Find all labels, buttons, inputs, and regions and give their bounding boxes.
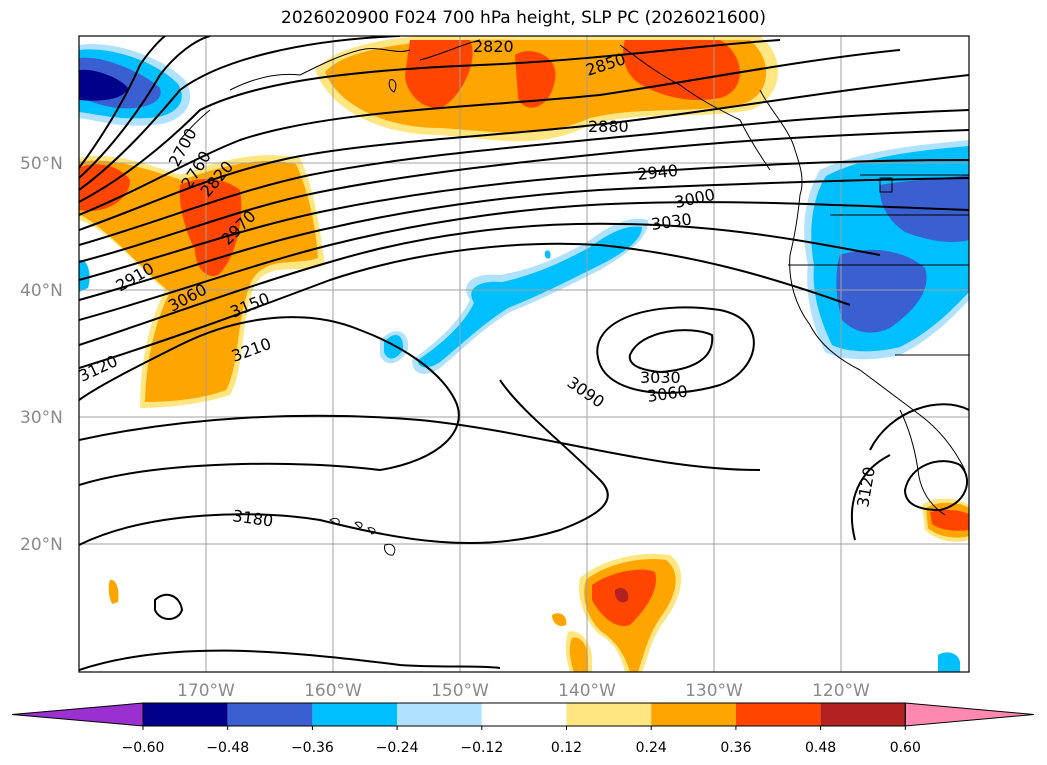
contour-label: 2880 bbox=[588, 117, 629, 136]
colorbar: −0.60 −0.48 −0.36 −0.24 −0.12 0.12 0.24 0.36 0.4… bbox=[11, 702, 1035, 756]
shading-layer bbox=[79, 36, 969, 672]
lon-label: 140°W bbox=[558, 681, 616, 701]
colorbar-swatch bbox=[735, 703, 821, 726]
colorbar-tick-label: 0.48 bbox=[805, 740, 836, 756]
map-frame bbox=[78, 35, 970, 673]
colorbar-tick-label: 0.36 bbox=[720, 740, 751, 756]
lat-label: 20°N bbox=[20, 535, 63, 555]
colorbar-swatch bbox=[312, 703, 398, 726]
lon-label: 150°W bbox=[431, 681, 489, 701]
colorbar-swatch bbox=[481, 703, 567, 726]
colorbar-tick-label: 0.60 bbox=[890, 740, 921, 756]
colorbar-swatch bbox=[227, 703, 313, 726]
lat-label: 30°N bbox=[20, 408, 63, 428]
colorbar-tick-label: −0.24 bbox=[376, 740, 419, 756]
colorbar-tick-label: 0.24 bbox=[636, 740, 667, 756]
colorbar-swatch bbox=[143, 703, 228, 726]
map-plot-area: 2820 2850 2880 2940 3000 3030 2700 2760 … bbox=[79, 36, 969, 672]
map-title: 2026020900 F024 700 hPa height, SLP PC (… bbox=[281, 8, 766, 28]
colorbar-extend-min bbox=[11, 702, 144, 727]
colorbar-swatch bbox=[651, 703, 736, 726]
colorbar-tick-label: −0.12 bbox=[460, 740, 503, 756]
colorbar-extend-max bbox=[904, 702, 1035, 727]
height-contours bbox=[79, 36, 969, 671]
latitude-labels: 50°N 40°N 30°N 20°N bbox=[20, 154, 63, 555]
lat-label: 50°N bbox=[20, 154, 63, 174]
contour-label: 2820 bbox=[473, 37, 514, 56]
colorbar-swatch bbox=[397, 703, 482, 726]
lon-label: 130°W bbox=[685, 681, 743, 701]
colorbar-tick-label: −0.60 bbox=[122, 740, 165, 756]
colorbar-tick-label: −0.36 bbox=[291, 740, 334, 756]
colorbar-tick-label: −0.48 bbox=[206, 740, 249, 756]
lat-label: 40°N bbox=[20, 281, 63, 301]
colorbar-frame bbox=[142, 702, 906, 727]
lon-label: 170°W bbox=[177, 681, 235, 701]
contour-label: 2940 bbox=[636, 161, 678, 184]
longitude-labels: 170°W 160°W 150°W 140°W 130°W 120°W bbox=[177, 681, 870, 701]
colorbar-swatch bbox=[566, 703, 652, 726]
colorbar-swatch bbox=[820, 703, 906, 726]
lon-label: 160°W bbox=[304, 681, 362, 701]
contour-label: 3030 bbox=[640, 368, 681, 387]
colorbar-tick-label: 0.12 bbox=[551, 740, 582, 756]
lon-label: 120°W bbox=[812, 681, 870, 701]
